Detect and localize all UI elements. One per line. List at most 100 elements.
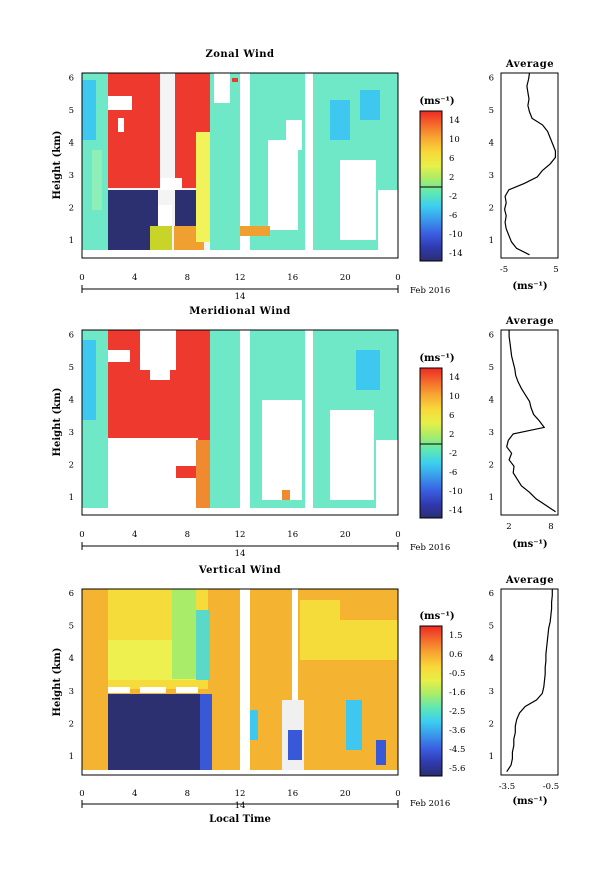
y-tick-label: 5	[489, 106, 494, 116]
y-tick-label: 4	[69, 654, 74, 664]
avg-x-label: (ms⁻¹)	[512, 796, 547, 807]
y-tick-label: 2	[489, 204, 494, 214]
x-tick-label: 4	[132, 530, 137, 540]
zonal-wind-frame	[81, 72, 399, 259]
average-profile-line	[506, 589, 553, 773]
zonal-wind-y-axis: 1 2 3 4 5 6 Height (km)	[52, 74, 74, 246]
colorbar-tick: -2	[449, 192, 457, 202]
y-tick-label: 6	[69, 74, 74, 84]
y-axis-label: Height (km)	[52, 648, 63, 717]
colorbar-tick: -10	[449, 230, 463, 240]
colorbar-tick: 2	[449, 430, 454, 440]
x-tick-label: 0	[79, 789, 84, 799]
zonal-wind-heatmap	[82, 73, 398, 258]
y-tick-label: 6	[69, 589, 74, 599]
x-tick-label: 20	[340, 273, 351, 283]
meridional-wind-title: Meridional Wind	[189, 306, 291, 317]
y-tick-label: 6	[489, 331, 494, 341]
month-label: Feb 2016	[410, 543, 450, 553]
colorbar-tick: 1.5	[449, 631, 463, 641]
y-tick-label: 4	[69, 396, 74, 406]
average-title: Average	[505, 575, 554, 586]
avg-x-tick: 8	[548, 522, 553, 532]
colorbar-tick: -14	[449, 506, 463, 516]
x-tick-label: 16	[287, 530, 298, 540]
y-tick-label: 2	[489, 461, 494, 471]
colorbar-tick: 2	[449, 173, 454, 183]
x-tick-label: 4	[132, 273, 137, 283]
colorbar-gradient	[420, 626, 442, 776]
avg-x-label: (ms⁻¹)	[512, 281, 547, 292]
vertical-wind-panel: Vertical Wind 0 4 8	[52, 565, 559, 825]
y-tick-label: 4	[489, 139, 494, 149]
zonal-wind-colorbar: (ms⁻¹) 14 10 6 2 -2 -6 -10 -14	[419, 96, 463, 262]
y-tick-label: 3	[69, 171, 74, 181]
y-tick-label: 1	[489, 752, 494, 762]
zonal-wind-x-axis: 0 4 8 12 16 20 0 14 Feb 2016	[79, 273, 450, 302]
x-tick-label: 8	[185, 273, 190, 283]
colorbar-tick: 10	[449, 392, 460, 402]
average-title: Average	[505, 316, 554, 327]
avg-x-tick: 2	[506, 522, 511, 532]
vertical-average-profile: Average 1 2 3 4 5 6 -3.5 -0.5 (ms⁻¹)	[489, 575, 560, 807]
y-tick-label: 1	[69, 752, 74, 762]
avg-x-label: (ms⁻¹)	[512, 539, 547, 550]
y-tick-label: 5	[489, 622, 494, 632]
month-label: Feb 2016	[410, 286, 450, 296]
colorbar-tick: -2.5	[449, 707, 465, 717]
x-tick-label: 12	[235, 273, 246, 283]
colorbar-tick: -10	[449, 487, 463, 497]
avg-x-tick: -5	[500, 265, 508, 275]
colorbar-tick: -14	[449, 249, 463, 259]
x-tick-label: 16	[287, 273, 298, 283]
y-tick-label: 1	[69, 493, 74, 503]
meridional-wind-frame	[81, 329, 399, 516]
colorbar-tick: -4.5	[449, 745, 465, 755]
meridional-wind-colorbar: (ms⁻¹) 14 10 6 2 -2 -6 -10 -14	[419, 353, 463, 519]
y-tick-label: 2	[69, 719, 74, 729]
colorbar-tick: 10	[449, 135, 460, 145]
x-tick-label: 20	[340, 530, 351, 540]
colorbar-tick: -2	[449, 449, 457, 459]
meridional-wind-heatmap	[82, 330, 398, 515]
colorbar-unit: (ms⁻¹)	[419, 611, 454, 622]
x-tick-label: 12	[235, 530, 246, 540]
colorbar-tick: -0.5	[449, 669, 465, 679]
colorbar-tick: 14	[449, 373, 460, 383]
y-tick-label: 5	[69, 363, 74, 373]
zonal-wind-title: Zonal Wind	[205, 49, 274, 60]
day-label: 14	[235, 801, 246, 811]
y-tick-label: 4	[69, 139, 74, 149]
y-tick-label: 3	[69, 687, 74, 697]
colorbar-tick: -6	[449, 468, 457, 478]
vertical-wind-frame	[81, 588, 399, 776]
x-tick-label: 0	[79, 530, 84, 540]
x-tick-label: 0	[395, 273, 400, 283]
colorbar-tick: 0.6	[449, 650, 463, 660]
y-tick-label: 6	[69, 331, 74, 341]
zonal-average-profile: Average 1 2 3 4 5 6 -5 5 (ms⁻¹)	[489, 59, 559, 292]
average-title: Average	[505, 59, 554, 70]
colorbar-tick: -5.6	[449, 764, 465, 774]
y-tick-label: 2	[489, 719, 494, 729]
y-tick-label: 1	[489, 236, 494, 246]
colorbar-gradient	[420, 368, 442, 518]
x-tick-label: 0	[395, 789, 400, 799]
y-tick-label: 2	[69, 204, 74, 214]
day-label: 14	[235, 292, 246, 302]
y-tick-label: 3	[489, 171, 494, 181]
colorbar-tick: -3.6	[449, 726, 465, 736]
x-tick-label: 16	[287, 789, 298, 799]
avg-x-tick: -3.5	[499, 782, 515, 792]
y-tick-label: 3	[489, 687, 494, 697]
meridional-wind-y-axis: 1 2 3 4 5 6 Height (km)	[52, 331, 74, 503]
x-tick-label: 20	[340, 789, 351, 799]
avg-x-tick: 5	[553, 265, 558, 275]
y-tick-label: 3	[489, 428, 494, 438]
colorbar-gradient	[420, 111, 442, 261]
meridional-average-profile: Average 1 2 3 4 5 6 2 8 (ms⁻¹)	[489, 316, 559, 550]
y-tick-label: 4	[489, 654, 494, 664]
y-tick-label: 1	[489, 493, 494, 503]
vertical-wind-x-axis: 0 4 8 12 16 20 0 14 Feb 2016 Local Time	[79, 789, 450, 825]
